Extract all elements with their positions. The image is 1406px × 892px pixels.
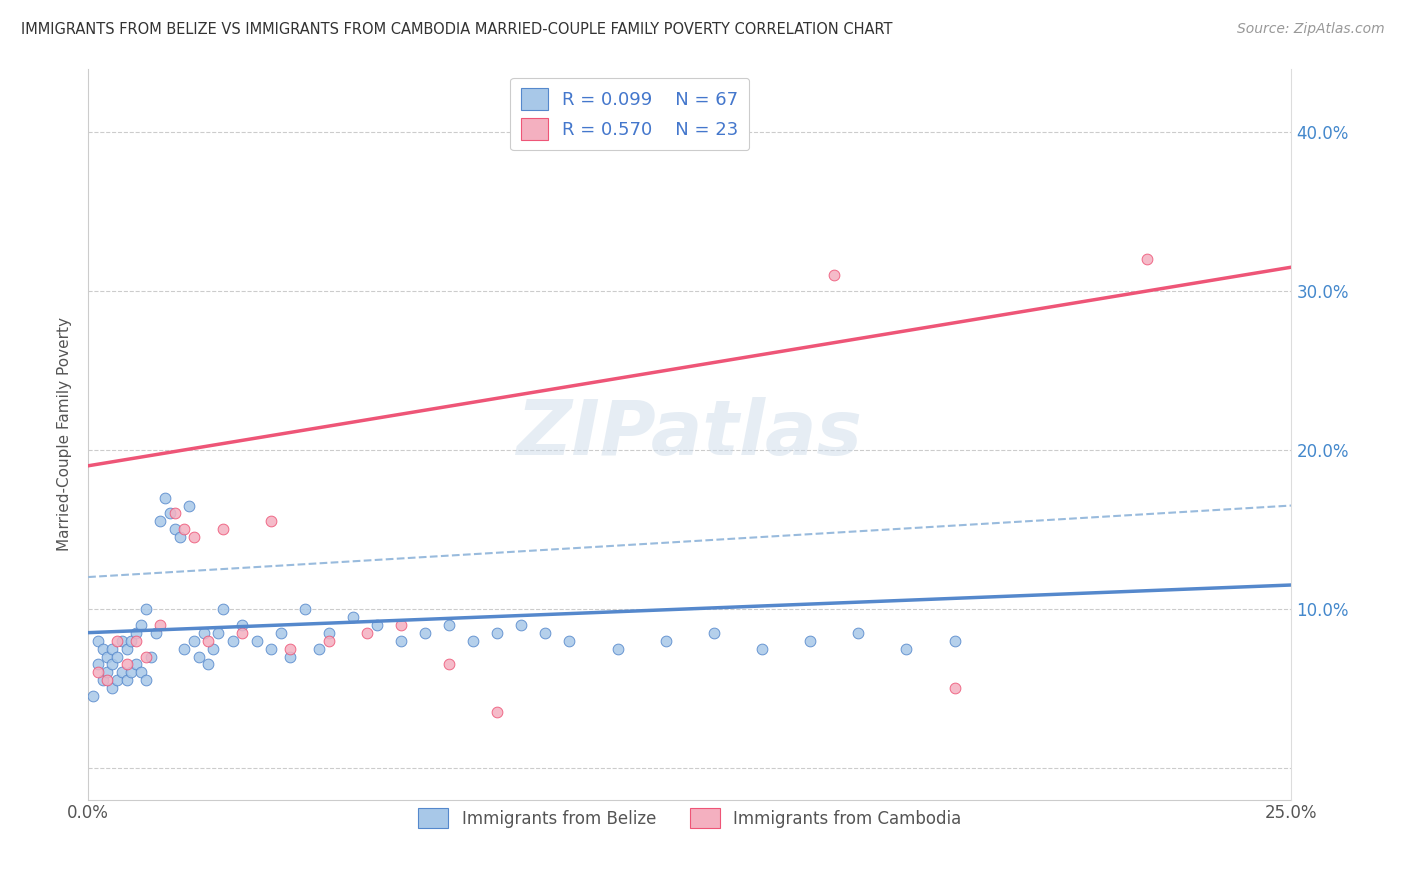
Point — [437, 657, 460, 672]
Point — [101, 657, 124, 672]
Point — [221, 633, 243, 648]
Point — [703, 625, 725, 640]
Point — [125, 657, 148, 672]
Point — [437, 617, 460, 632]
Point — [193, 625, 215, 640]
Point — [87, 665, 110, 680]
Point — [125, 625, 148, 640]
Point — [231, 617, 253, 632]
Point — [486, 625, 509, 640]
Point — [260, 515, 283, 529]
Point — [179, 499, 201, 513]
Point — [896, 641, 918, 656]
Point — [96, 649, 118, 664]
Point — [96, 665, 118, 680]
Point — [318, 633, 340, 648]
Point — [943, 633, 966, 648]
Point — [260, 641, 283, 656]
Point — [207, 625, 229, 640]
Point — [278, 649, 301, 664]
Point — [342, 609, 364, 624]
Point — [87, 657, 110, 672]
Point — [366, 617, 388, 632]
Point — [121, 665, 143, 680]
Point — [139, 649, 162, 664]
Point — [197, 633, 219, 648]
Point — [135, 673, 157, 688]
Point — [231, 625, 253, 640]
Point — [163, 507, 186, 521]
Point — [163, 522, 186, 536]
Point — [111, 633, 134, 648]
Text: Source: ZipAtlas.com: Source: ZipAtlas.com — [1237, 22, 1385, 37]
Point — [294, 602, 316, 616]
Point — [115, 641, 138, 656]
Point — [149, 617, 172, 632]
Point — [91, 641, 114, 656]
Point — [212, 602, 235, 616]
Point — [149, 515, 172, 529]
Point — [105, 633, 128, 648]
Y-axis label: Married-Couple Family Poverty: Married-Couple Family Poverty — [58, 317, 72, 551]
Point — [125, 633, 148, 648]
Point — [197, 657, 219, 672]
Point — [105, 673, 128, 688]
Point — [121, 633, 143, 648]
Point — [183, 633, 205, 648]
Point — [187, 649, 209, 664]
Point — [846, 625, 869, 640]
Point — [318, 625, 340, 640]
Point — [212, 522, 235, 536]
Point — [799, 633, 821, 648]
Point — [129, 665, 152, 680]
Point — [183, 530, 205, 544]
Point — [463, 633, 485, 648]
Point — [96, 673, 118, 688]
Point — [135, 649, 157, 664]
Point — [135, 602, 157, 616]
Point — [823, 268, 845, 282]
Point — [169, 530, 191, 544]
Point — [202, 641, 225, 656]
Point — [115, 657, 138, 672]
Point — [101, 681, 124, 696]
Point — [389, 633, 412, 648]
Point — [558, 633, 581, 648]
Point — [308, 641, 330, 656]
Legend: Immigrants from Belize, Immigrants from Cambodia: Immigrants from Belize, Immigrants from … — [412, 801, 967, 835]
Point — [413, 625, 436, 640]
Point — [111, 665, 134, 680]
Point — [91, 673, 114, 688]
Point — [534, 625, 557, 640]
Point — [159, 507, 181, 521]
Point — [270, 625, 292, 640]
Point — [129, 617, 152, 632]
Point — [115, 673, 138, 688]
Point — [654, 633, 676, 648]
Point — [246, 633, 269, 648]
Text: IMMIGRANTS FROM BELIZE VS IMMIGRANTS FROM CAMBODIA MARRIED-COUPLE FAMILY POVERTY: IMMIGRANTS FROM BELIZE VS IMMIGRANTS FRO… — [21, 22, 893, 37]
Point — [101, 641, 124, 656]
Point — [173, 641, 195, 656]
Point — [153, 491, 176, 505]
Point — [510, 617, 533, 632]
Point — [105, 649, 128, 664]
Point — [606, 641, 628, 656]
Point — [145, 625, 167, 640]
Point — [389, 617, 412, 632]
Point — [356, 625, 378, 640]
Point — [173, 522, 195, 536]
Point — [486, 705, 509, 719]
Point — [943, 681, 966, 696]
Point — [278, 641, 301, 656]
Text: ZIPatlas: ZIPatlas — [517, 397, 863, 471]
Point — [82, 690, 104, 704]
Point — [1136, 252, 1159, 267]
Point — [751, 641, 773, 656]
Point — [87, 633, 110, 648]
